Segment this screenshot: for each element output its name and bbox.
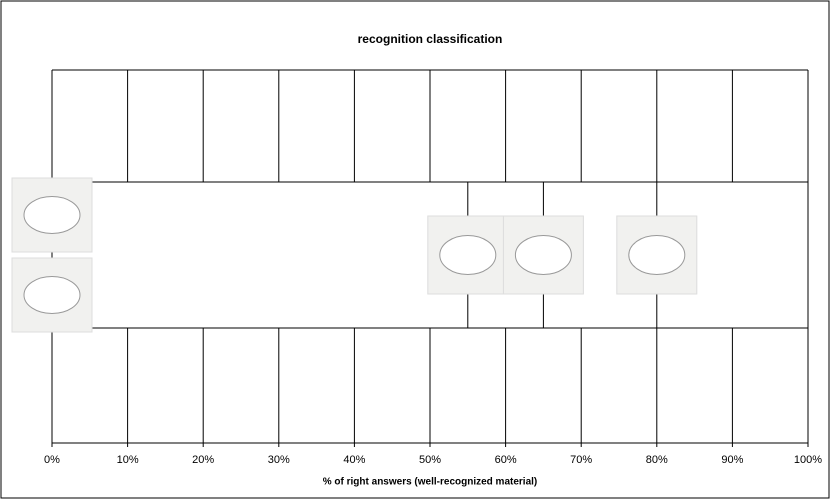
photo-object — [628, 235, 686, 275]
object-photo — [616, 215, 698, 295]
x-tick-label: 100% — [794, 454, 822, 466]
x-tick-label: 0% — [44, 454, 60, 466]
x-tick-label: 80% — [646, 454, 668, 466]
x-axis-label: % of right answers (well-recognized mate… — [323, 477, 538, 488]
x-tick-label: 30% — [268, 454, 290, 466]
x-tick-label: 60% — [495, 454, 517, 466]
x-tick-label: 40% — [343, 454, 365, 466]
photo-object — [514, 235, 572, 275]
chart-title: recognition classification — [358, 32, 503, 46]
object-photo — [11, 177, 93, 253]
x-tick-label: 10% — [117, 454, 139, 466]
x-tick-label: 50% — [419, 454, 441, 466]
x-tick-label: 20% — [192, 454, 214, 466]
object-photo — [11, 257, 93, 333]
x-tick-label: 70% — [570, 454, 592, 466]
object-photo — [502, 215, 584, 295]
photo-object — [23, 276, 81, 314]
photo-object — [439, 235, 497, 275]
object-photo — [427, 215, 509, 295]
photo-object — [23, 196, 81, 234]
x-tick-label: 90% — [721, 454, 743, 466]
